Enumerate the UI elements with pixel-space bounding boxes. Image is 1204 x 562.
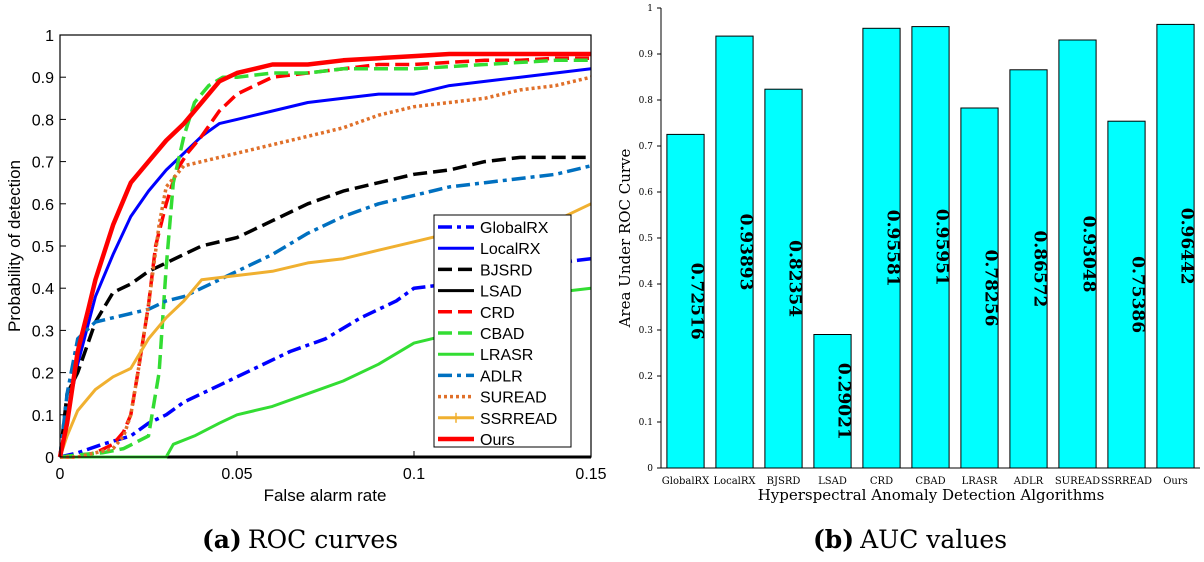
roc-chart: 0 0.1 0.2 0.3 0.4 0.5 0.6 0.7 0.8 0.9 1 0 0.05 0.1 0.1… bbox=[5, 28, 607, 505]
auc-x-tick-label-lrasr: LRASR bbox=[962, 476, 998, 487]
roc-y-tick-label: 0.6 bbox=[32, 197, 54, 214]
roc-y-tick-label: 0.2 bbox=[32, 366, 54, 383]
roc-series-crd bbox=[60, 56, 591, 459]
auc-chart: 0.72516 0.93893 0.82354 0.29021 0.95581 0.959… bbox=[616, 4, 1200, 504]
caption-b-letter: (b) bbox=[813, 525, 854, 554]
auc-bar-value-label-bjsrd: 0.82354 bbox=[785, 240, 805, 317]
auc-x-tick-label-adlr: ADLR bbox=[1013, 476, 1044, 487]
auc-x-tick-label-cbad: CBAD bbox=[915, 476, 945, 487]
auc-x-tick-label-crd: CRD bbox=[870, 476, 893, 487]
auc-y-tick-label: 1 bbox=[647, 4, 653, 14]
auc-bar-adlr bbox=[1009, 69, 1048, 469]
auc-bar-value-label-cbad: 0.95951 bbox=[932, 209, 952, 286]
caption-a-letter: (a) bbox=[202, 525, 242, 554]
roc-y-tick-label: 0.3 bbox=[32, 323, 54, 340]
roc-legend-label-lrasr: LRASR bbox=[480, 347, 533, 364]
auc-bar-value-label-globalrx: 0.72516 bbox=[687, 263, 707, 340]
auc-bar-globalrx bbox=[666, 133, 705, 469]
auc-bar-ssrread bbox=[1107, 120, 1146, 469]
caption-b-text: (b) AUC values bbox=[813, 525, 1007, 554]
auc-y-tick-label: 0.5 bbox=[639, 234, 654, 244]
auc-y-tick-label: 0.8 bbox=[639, 96, 654, 106]
roc-x-tick-label: 0.15 bbox=[575, 466, 606, 483]
auc-y-tick-label: 0.9 bbox=[639, 50, 654, 60]
auc-bar-value-label-crd: 0.95581 bbox=[883, 210, 903, 287]
auc-bar-cbad bbox=[911, 26, 950, 469]
roc-legend-label-localrx: LocalRX bbox=[480, 241, 541, 258]
auc-x-tick-label-suread: SUREAD bbox=[1055, 476, 1100, 487]
roc-series-cbad bbox=[59, 58, 591, 459]
roc-legend-label-bjsrd: BJSRD bbox=[480, 262, 532, 279]
auc-y-tick-label: 0.4 bbox=[639, 280, 654, 290]
auc-x-tick-label-lsad: LSAD bbox=[818, 476, 847, 487]
auc-y-tick-label: 0.1 bbox=[639, 418, 653, 428]
caption-a: (a) ROC curves bbox=[202, 525, 398, 554]
roc-series-ours bbox=[57, 51, 591, 458]
auc-x-tick-label-localrx: LocalRX bbox=[713, 476, 756, 487]
roc-x-axis-label: False alarm rate bbox=[264, 486, 387, 505]
auc-y-tick-label: 0.2 bbox=[639, 372, 653, 382]
roc-x-tick-label: 0 bbox=[56, 466, 65, 483]
caption-a-text: (a) ROC curves bbox=[202, 525, 398, 554]
roc-y-tick-label: 0.8 bbox=[32, 112, 54, 129]
roc-legend-box bbox=[433, 214, 572, 448]
auc-x-axis-label: Hyperspectral Anomaly Detection Algorith… bbox=[758, 486, 1105, 504]
auc-y-tick-label: 0.6 bbox=[639, 188, 654, 198]
roc-y-tick-label: 0.5 bbox=[32, 239, 54, 256]
roc-legend-label-ours: Ours bbox=[480, 432, 515, 449]
auc-bar-value-label-ssrread: 0.75386 bbox=[1128, 256, 1148, 333]
roc-legend-label-suread: SUREAD bbox=[480, 390, 547, 407]
auc-bar-lrasr bbox=[960, 107, 999, 469]
auc-x-tick-label-ours: Ours bbox=[1163, 476, 1188, 487]
roc-legend-label-cbad: CBAD bbox=[480, 326, 524, 343]
auc-x-tick-label-ssrread: SSRREAD bbox=[1101, 476, 1152, 487]
auc-bar-crd bbox=[862, 27, 901, 469]
auc-bar-ours bbox=[1156, 23, 1195, 469]
roc-legend-label-lsad: LSAD bbox=[480, 284, 522, 301]
roc-series-bjsrd bbox=[58, 155, 591, 458]
auc-bar-value-label-adlr: 0.86572 bbox=[1030, 230, 1050, 307]
roc-y-tick-label: 0.4 bbox=[32, 281, 54, 298]
auc-y-tick-label: 0.7 bbox=[639, 142, 654, 152]
roc-series-localrx bbox=[58, 67, 592, 458]
roc-y-tick-label: 1 bbox=[45, 28, 54, 45]
auc-bar-localrx bbox=[715, 35, 754, 469]
auc-y-tick-label: 0 bbox=[647, 464, 653, 474]
roc-y-tick-label: 0.7 bbox=[32, 155, 54, 172]
auc-bar-value-label-ours: 0.96442 bbox=[1177, 208, 1197, 285]
caption-b: (b) AUC values bbox=[813, 525, 1007, 554]
roc-legend-label-adlr: ADLR bbox=[480, 368, 523, 385]
roc-y-tick-label: 0 bbox=[45, 450, 54, 467]
auc-bar-bjsrd bbox=[764, 88, 803, 469]
auc-bar-suread bbox=[1058, 39, 1097, 469]
roc-series-adlr bbox=[58, 164, 592, 458]
auc-y-tick-label: 0.3 bbox=[639, 326, 654, 336]
auc-bar-value-label-suread: 0.93048 bbox=[1079, 216, 1099, 293]
auc-bar-value-label-lsad: 0.29021 bbox=[834, 363, 854, 440]
auc-x-tick-label-bjsrd: BJSRD bbox=[767, 476, 801, 487]
roc-x-tick-label: 0.1 bbox=[403, 466, 425, 483]
roc-x-tick-label: 0.05 bbox=[221, 466, 252, 483]
roc-legend-label-ssrread: SSRREAD bbox=[480, 411, 557, 428]
caption-b-label: AUC values bbox=[859, 525, 1007, 554]
auc-x-tick-label-globalrx: GlobalRX bbox=[662, 476, 710, 487]
roc-y-tick-label: 0.9 bbox=[32, 70, 54, 87]
roc-legend: GlobalRX LocalRX BJSRD LSAD CRD CBAD LRASR ADLR… bbox=[433, 214, 572, 449]
auc-bar-value-label-lrasr: 0.78256 bbox=[981, 250, 1001, 327]
auc-y-axis-label: Area Under ROC Curve bbox=[616, 148, 634, 328]
roc-legend-label-crd: CRD bbox=[480, 305, 515, 322]
auc-bar-value-label-localrx: 0.93893 bbox=[736, 214, 756, 291]
roc-y-axis-label: Probability of detection bbox=[5, 160, 24, 332]
roc-series-suread bbox=[60, 75, 592, 459]
roc-y-tick-label: 0.1 bbox=[32, 408, 54, 425]
roc-legend-label-globalrx: GlobalRX bbox=[480, 220, 549, 237]
caption-a-label: ROC curves bbox=[248, 525, 398, 554]
